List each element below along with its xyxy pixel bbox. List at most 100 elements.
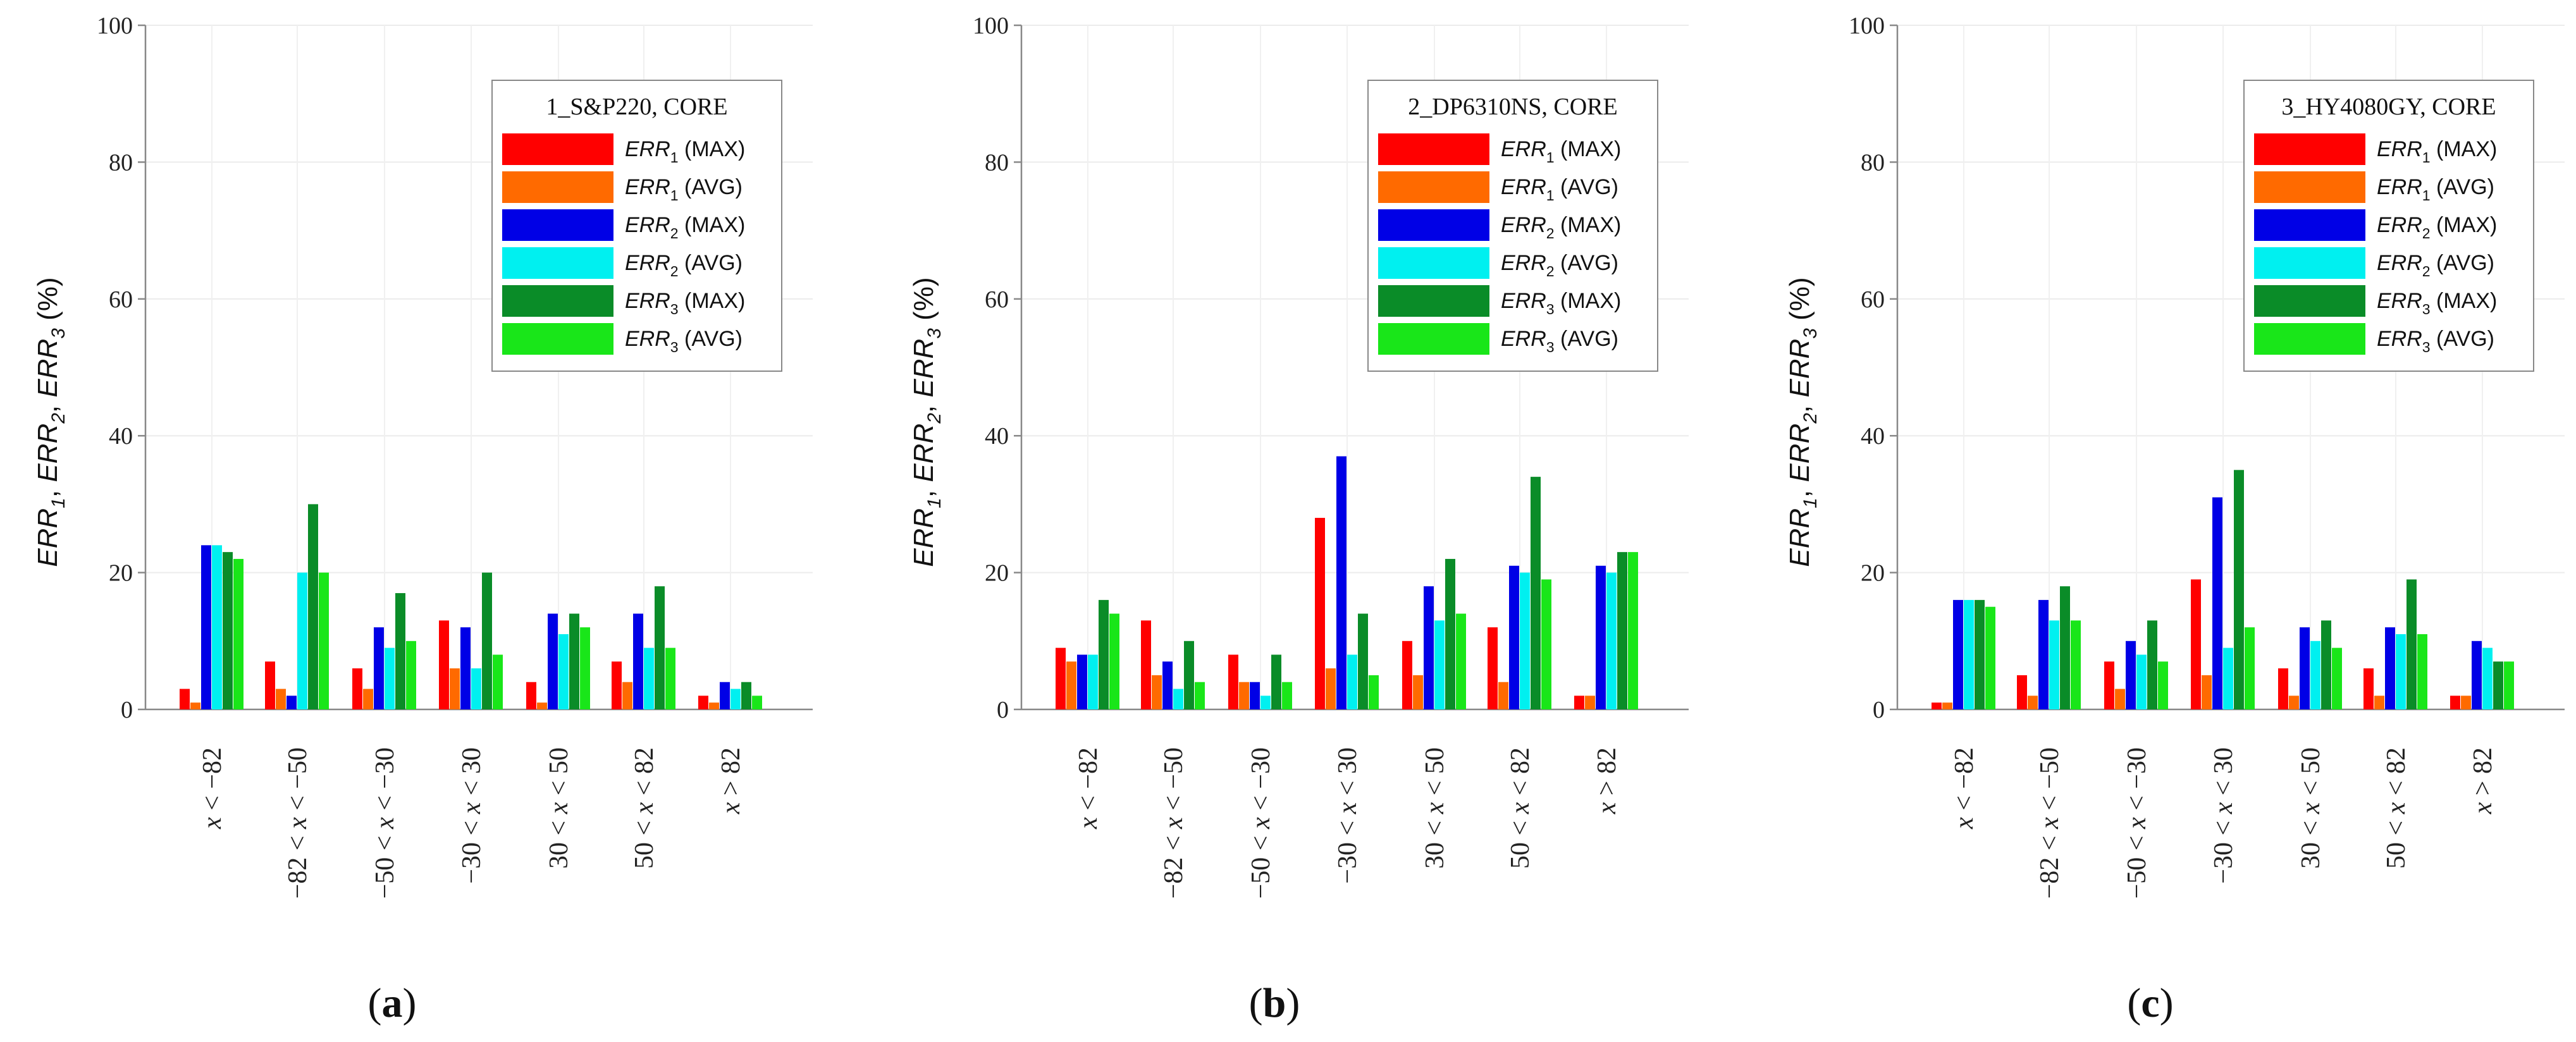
y-tick-label: 0 [1873, 697, 1885, 723]
category-label: −30 < x < 30 [1333, 747, 1362, 884]
category-label: x > 82 [717, 747, 746, 814]
y-axis-label: ERR1, ERR2, ERR3 (%) [1784, 277, 1821, 567]
bar [1239, 682, 1249, 709]
legend-item-label: ERR2 (MAX) [625, 213, 745, 242]
bar [2071, 620, 2081, 709]
bar [2374, 696, 2384, 709]
bar [1152, 675, 1162, 709]
bar [1141, 620, 1151, 709]
bar [1541, 579, 1551, 709]
bar [2493, 661, 2503, 709]
y-tick-label: 80 [1861, 149, 1885, 176]
bar [1488, 627, 1498, 709]
category-label: 30 < x < 50 [1420, 747, 1450, 869]
category-label: x > 82 [1593, 747, 1622, 814]
bar [2385, 627, 2395, 709]
y-tick-label: 100 [973, 13, 1009, 39]
legend-item-label: ERR1 (AVG) [625, 175, 743, 204]
bar [395, 593, 405, 709]
bar [569, 613, 579, 709]
bar [2396, 634, 2406, 709]
legend-swatch [2254, 323, 2365, 355]
legend-swatch [2254, 209, 2365, 241]
y-tick-label: 40 [985, 423, 1009, 450]
bar [265, 661, 275, 709]
y-tick-label: 60 [1861, 286, 1885, 313]
bar [1402, 641, 1412, 709]
bar [482, 572, 492, 709]
bar [1520, 572, 1530, 709]
category-label: −50 < x < −30 [1247, 747, 1276, 898]
legend-item-label: ERR2 (MAX) [2377, 213, 2497, 242]
bar [1099, 599, 1109, 709]
bar [2028, 696, 2038, 709]
panel-label: (a) [368, 980, 417, 1026]
bar [287, 696, 297, 709]
legend-swatch [2254, 133, 2365, 165]
bar [1445, 558, 1455, 709]
bar [644, 647, 654, 709]
bar [439, 620, 449, 709]
bar [1056, 647, 1066, 709]
bar [665, 647, 675, 709]
bar [1456, 613, 1466, 709]
y-tick-label: 20 [1861, 560, 1885, 587]
category-label: x < −82 [1950, 747, 1979, 830]
legend-swatch [1378, 171, 1489, 203]
legend-swatch [1378, 133, 1489, 165]
bar [2461, 696, 2471, 709]
bar [2363, 668, 2374, 709]
bar [2126, 641, 2136, 709]
bar [1606, 572, 1617, 709]
bar [1109, 613, 1119, 709]
legend-item-label: ERR1 (MAX) [2377, 137, 2497, 166]
bar [308, 504, 318, 709]
bar [1942, 702, 1952, 709]
bar [752, 696, 762, 709]
bar [730, 689, 741, 709]
bar [1975, 599, 1985, 709]
bar [2147, 620, 2157, 709]
bar [385, 647, 395, 709]
category-label: −30 < x < 30 [2209, 747, 2238, 884]
legend-item-label: ERR3 (AVG) [625, 327, 743, 355]
bar [709, 702, 719, 709]
bar [633, 613, 643, 709]
bar [1424, 586, 1434, 709]
legend-swatch [1378, 209, 1489, 241]
bar [2450, 696, 2460, 709]
bar [493, 654, 503, 709]
bar [2104, 661, 2114, 709]
y-tick-label: 40 [109, 423, 133, 450]
bar [2223, 647, 2233, 709]
bar [190, 702, 200, 709]
bar [1434, 620, 1445, 709]
bar [450, 668, 460, 709]
bar [223, 552, 233, 709]
bar [1574, 696, 1584, 709]
category-label: −50 < x < −30 [371, 747, 400, 898]
bar [180, 689, 190, 709]
bar [319, 572, 329, 709]
legend-title: 1_S&P220, CORE [546, 94, 727, 120]
legend-item-label: ERR3 (AVG) [2377, 327, 2494, 355]
y-tick-label: 20 [109, 560, 133, 587]
bar [2407, 579, 2417, 709]
bar [558, 634, 569, 709]
bar [2212, 497, 2222, 709]
bar [1066, 661, 1076, 709]
bar [1315, 518, 1325, 709]
legend-item-label: ERR1 (MAX) [625, 137, 745, 166]
legend-swatch [502, 323, 613, 355]
bar [741, 682, 751, 709]
bar [622, 682, 632, 709]
legend-item-label: ERR3 (MAX) [2377, 289, 2497, 317]
bar [233, 558, 243, 709]
y-tick-label: 0 [997, 697, 1009, 723]
y-axis-label: ERR1, ERR2, ERR3 (%) [908, 277, 945, 567]
bar [2202, 675, 2212, 709]
bar [1336, 456, 1347, 709]
bar [1531, 477, 1541, 709]
bar [2310, 641, 2320, 709]
bar [2472, 641, 2482, 709]
